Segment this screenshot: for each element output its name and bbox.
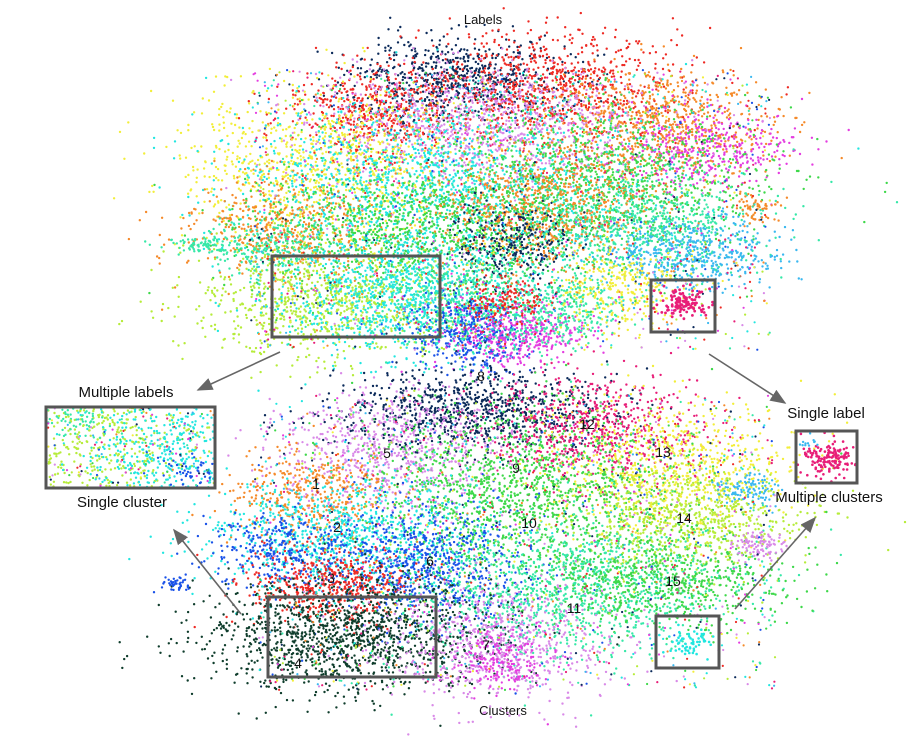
arrow-bottom-left-to-inset [173, 528, 242, 615]
right-callout-bottom-caption: Multiple clusters [775, 489, 883, 506]
arrow-top-right-to-inset [708, 353, 787, 404]
cluster-label-11: 11 [567, 600, 582, 616]
cluster-label-3: 3 [327, 570, 335, 586]
bottom-right-highlight-box [654, 614, 721, 670]
cluster-label-14: 14 [676, 510, 692, 526]
cluster-label-5: 5 [383, 445, 391, 461]
labels-embedding-scatter [112, 7, 899, 425]
left-callout-bottom-caption: Single cluster [77, 494, 167, 511]
cluster-label-12: 12 [579, 416, 595, 432]
top-right-highlight-box [649, 278, 717, 334]
right-callout-top-caption: Single label [787, 405, 865, 422]
right-inset-box [794, 429, 859, 485]
left-callout-top-caption: Multiple labels [78, 384, 173, 401]
arrow-top-left-to-inset [196, 351, 281, 391]
cluster-label-6: 6 [426, 553, 434, 569]
cluster-label-7: 7 [482, 637, 490, 653]
right-inset-scatter [796, 431, 857, 483]
clusters-embedding-scatter [118, 341, 907, 741]
cluster-number-labels: 1 2 3 4 5 6 7 8 9 10 11 12 13 14 15 [294, 368, 692, 671]
cluster-label-10: 10 [521, 515, 537, 531]
bottom-left-highlight-box [266, 595, 438, 679]
top-panel-title: Labels [464, 12, 503, 27]
cluster-label-1: 1 [312, 476, 320, 492]
arrow-bottom-right-to-inset [734, 516, 817, 610]
cluster-label-13: 13 [655, 444, 671, 460]
cluster-label-4: 4 [294, 655, 302, 671]
top-left-highlight-box [270, 254, 442, 339]
cluster-label-9: 9 [512, 460, 520, 476]
left-inset-box [44, 405, 217, 490]
cluster-label-2: 2 [333, 519, 341, 535]
cluster-label-8: 8 [477, 368, 485, 384]
cluster-label-15: 15 [665, 573, 681, 589]
